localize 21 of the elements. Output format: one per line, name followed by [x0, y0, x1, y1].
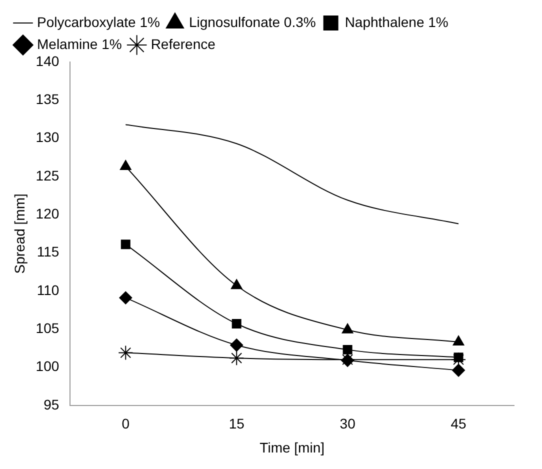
legend-label: Lignosulfonate 0.3%	[188, 14, 316, 30]
y-tick-label: 135	[36, 91, 60, 108]
legend-label: Polycarboxylate 1%	[37, 14, 160, 30]
y-tick-label: 120	[36, 205, 60, 222]
x-axis-title: Time [min]	[260, 439, 324, 456]
legend-label: Naphthalene 1%	[344, 14, 448, 30]
y-tick-label: 140	[36, 52, 60, 69]
x-tick-label: 45	[450, 416, 467, 432]
y-tick-label: 110	[36, 282, 60, 298]
legend-label: Melamine 1%	[37, 36, 122, 52]
y-tick-label: 105	[36, 320, 60, 336]
x-tick-label: 0	[122, 416, 130, 432]
y-axis-title: Spread [mm]	[11, 194, 28, 274]
y-tick-label: 100	[36, 358, 60, 374]
y-tick-label: 130	[36, 129, 60, 146]
y-tick-label: 95	[44, 396, 60, 412]
y-tick-label: 125	[36, 167, 60, 184]
y-tick-label: 115	[36, 244, 60, 260]
x-tick-label: 30	[340, 416, 356, 432]
legend-label: Reference	[150, 36, 216, 52]
x-tick-label: 15	[228, 416, 245, 432]
